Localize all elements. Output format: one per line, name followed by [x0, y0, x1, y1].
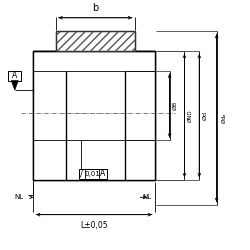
Text: 0,01: 0,01 [84, 171, 100, 177]
Text: NL: NL [143, 194, 152, 200]
Text: A: A [100, 169, 106, 178]
Text: ØND: ØND [188, 109, 192, 122]
Bar [78, 168, 107, 179]
Bar [33, 51, 155, 180]
Polygon shape [11, 81, 18, 90]
Text: b: b [92, 3, 98, 13]
Text: Ød: Ød [202, 111, 207, 120]
Text: ØB: ØB [172, 101, 178, 110]
Bar [33, 51, 155, 180]
Bar [8, 71, 21, 81]
Bar [56, 31, 135, 51]
Text: A: A [12, 72, 18, 80]
Text: /: / [80, 169, 83, 178]
Bar [56, 31, 135, 51]
Text: L±0,05: L±0,05 [80, 221, 108, 230]
Text: Ød$_a$: Ød$_a$ [220, 112, 230, 124]
Text: NL: NL [14, 194, 23, 200]
